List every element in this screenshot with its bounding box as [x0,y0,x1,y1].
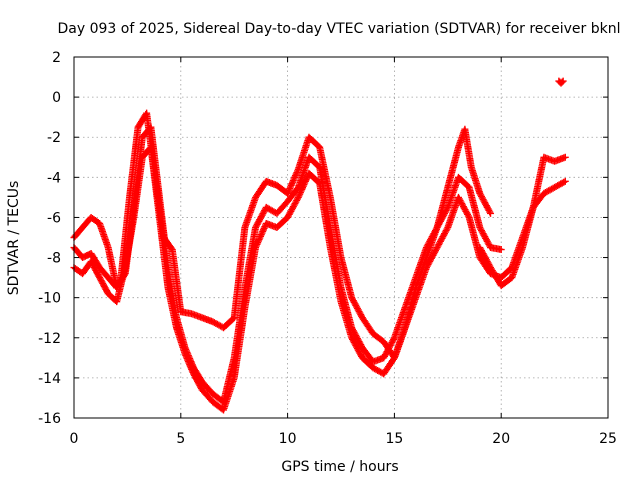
data-point [286,183,294,191]
data-point [300,181,308,189]
data-point [293,195,301,203]
data-point [487,209,495,217]
data-point [295,192,303,200]
data-point [298,185,306,193]
data-point [252,242,260,250]
chart-title: Day 093 of 2025, Sidereal Day-to-day VTE… [58,21,621,37]
data-point [294,167,302,175]
x-axis-label: GPS time / hours [281,459,398,475]
data-point [558,78,566,86]
data-point [256,234,264,242]
data-point [259,226,267,234]
plot-frame [73,56,609,419]
data-point [253,240,261,248]
data-point [486,208,494,216]
data-point [302,176,310,184]
y-tick-label: -14 [38,371,61,387]
data-point [443,205,451,213]
y-tick-label: -16 [38,411,61,427]
series-track-3 [70,143,569,414]
y-tick-label: -12 [38,331,61,347]
data-point [289,178,297,186]
data-point [260,224,268,232]
y-tick-label: -10 [38,291,61,307]
data-point [286,185,294,193]
x-tick-label: 0 [70,431,79,447]
data-point [291,172,299,180]
data-point [287,181,295,189]
data-point [254,237,262,245]
plot-area [70,77,569,414]
data-point [294,193,302,201]
data-point [389,355,397,363]
x-tick-label: 25 [599,431,617,447]
data-point [288,180,296,188]
data-point [285,186,293,194]
data-point [255,236,263,244]
x-tick-label: 5 [176,431,185,447]
data-point [289,177,297,185]
series-track-4 [476,153,569,290]
y-tick-label: -8 [47,251,61,267]
data-point [390,335,398,343]
data-point [296,190,304,198]
data-point [291,173,299,181]
data-point [297,187,305,195]
data-point [299,182,307,190]
data-point [258,229,266,237]
data-point [284,189,292,197]
data-point [561,153,569,161]
data-point [296,189,304,197]
y-tick-label: -6 [47,210,61,226]
data-point [301,179,309,187]
data-point [257,232,265,240]
data-point [497,246,505,254]
data-point [443,225,451,233]
data-point [257,231,265,239]
data-point [284,188,292,196]
data-point [561,177,569,185]
data-point [559,77,567,85]
y-tick-label: 0 [52,90,61,106]
data-point [560,178,568,186]
data-point [290,175,298,183]
data-point [293,169,301,177]
data-point [292,170,300,178]
data-point [254,239,262,247]
x-tick-label: 15 [385,431,403,447]
data-point [259,227,267,235]
y-tick-label: -2 [47,130,61,146]
data-point [252,244,260,252]
series-track-5 [555,77,567,87]
data-point [299,184,307,192]
data-point [301,177,309,185]
x-tick-label: 10 [279,431,297,447]
y-tick-label: -4 [47,170,61,186]
data-point [303,174,311,182]
data-point [464,212,472,220]
y-tick-label: 2 [52,50,61,66]
y-axis-label: SDTVAR / TECUs [6,181,22,296]
x-tick-label: 20 [492,431,510,447]
